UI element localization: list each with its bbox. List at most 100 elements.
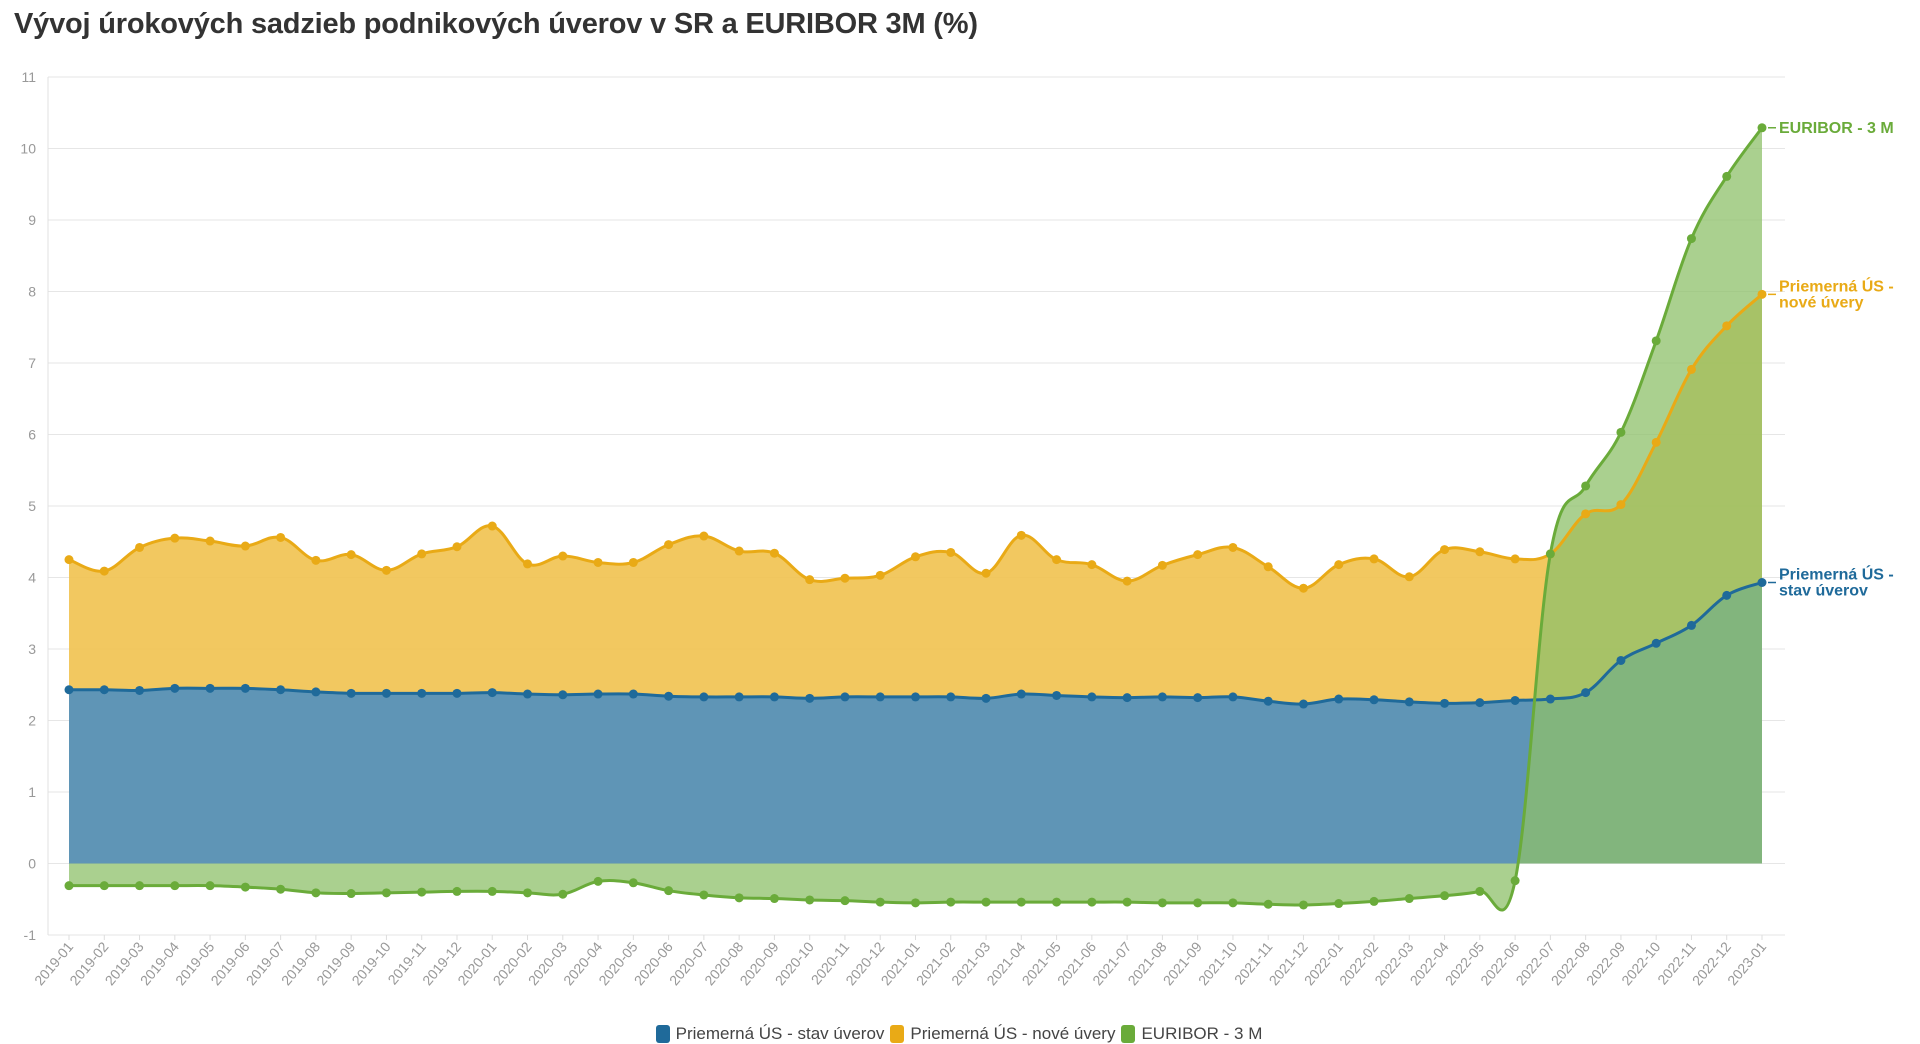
point-euribor[interactable] [1369, 896, 1379, 906]
point-euribor[interactable] [558, 889, 568, 899]
point-stav-uverov[interactable] [1722, 590, 1732, 600]
point-nove-uvery[interactable] [981, 568, 991, 578]
point-stav-uverov[interactable] [875, 692, 885, 702]
point-stav-uverov[interactable] [452, 688, 462, 698]
point-stav-uverov[interactable] [417, 688, 427, 698]
point-stav-uverov[interactable] [1122, 693, 1132, 703]
point-stav-uverov[interactable] [1369, 695, 1379, 705]
point-stav-uverov[interactable] [805, 693, 815, 703]
point-euribor[interactable] [346, 889, 356, 899]
legend-item-nove-uvery[interactable]: Priemerná ÚS - nové úvery [890, 1024, 1115, 1044]
point-nove-uvery[interactable] [417, 549, 427, 559]
point-stav-uverov[interactable] [734, 692, 744, 702]
point-nove-uvery[interactable] [1122, 576, 1132, 586]
point-stav-uverov[interactable] [769, 692, 779, 702]
point-nove-uvery[interactable] [99, 566, 109, 576]
point-euribor[interactable] [875, 897, 885, 907]
point-stav-uverov[interactable] [558, 690, 568, 700]
point-nove-uvery[interactable] [487, 521, 497, 531]
point-stav-uverov[interactable] [487, 688, 497, 698]
point-nove-uvery[interactable] [170, 533, 180, 543]
point-euribor[interactable] [487, 886, 497, 896]
point-stav-uverov[interactable] [1404, 697, 1414, 707]
point-euribor[interactable] [381, 888, 391, 898]
point-euribor[interactable] [1157, 898, 1167, 908]
point-nove-uvery[interactable] [1404, 572, 1414, 582]
point-stav-uverov[interactable] [381, 688, 391, 698]
point-euribor[interactable] [1263, 899, 1273, 909]
point-euribor[interactable] [628, 878, 638, 888]
point-euribor[interactable] [1651, 336, 1661, 346]
point-nove-uvery[interactable] [1757, 289, 1767, 299]
point-euribor[interactable] [1686, 234, 1696, 244]
point-nove-uvery[interactable] [875, 570, 885, 580]
point-euribor[interactable] [205, 881, 215, 891]
point-stav-uverov[interactable] [664, 691, 674, 701]
point-nove-uvery[interactable] [734, 546, 744, 556]
point-stav-uverov[interactable] [240, 683, 250, 693]
point-stav-uverov[interactable] [1510, 695, 1520, 705]
point-nove-uvery[interactable] [311, 555, 321, 565]
point-stav-uverov[interactable] [1052, 690, 1062, 700]
point-nove-uvery[interactable] [699, 531, 709, 541]
point-nove-uvery[interactable] [1722, 321, 1732, 331]
point-nove-uvery[interactable] [1263, 562, 1273, 572]
point-euribor[interactable] [170, 881, 180, 891]
point-euribor[interactable] [1016, 897, 1026, 907]
point-nove-uvery[interactable] [1581, 509, 1591, 519]
point-nove-uvery[interactable] [1616, 500, 1626, 510]
point-euribor[interactable] [1087, 897, 1097, 907]
point-stav-uverov[interactable] [1440, 698, 1450, 708]
point-stav-uverov[interactable] [1757, 578, 1767, 588]
point-nove-uvery[interactable] [593, 557, 603, 567]
point-euribor[interactable] [911, 898, 920, 908]
point-nove-uvery[interactable] [1686, 364, 1696, 374]
point-stav-uverov[interactable] [1545, 694, 1555, 704]
point-nove-uvery[interactable] [276, 532, 286, 542]
legend-item-stav-uverov[interactable]: Priemerná ÚS - stav úverov [655, 1024, 884, 1044]
point-stav-uverov[interactable] [276, 685, 286, 695]
point-stav-uverov[interactable] [1298, 699, 1308, 709]
point-stav-uverov[interactable] [135, 685, 145, 695]
point-euribor[interactable] [452, 886, 462, 896]
point-nove-uvery[interactable] [1298, 583, 1308, 593]
point-nove-uvery[interactable] [558, 551, 568, 561]
point-stav-uverov[interactable] [1228, 692, 1238, 702]
point-euribor[interactable] [1298, 900, 1308, 910]
point-stav-uverov[interactable] [346, 688, 356, 698]
point-euribor[interactable] [1228, 898, 1238, 908]
point-euribor[interactable] [664, 886, 674, 896]
point-nove-uvery[interactable] [1369, 554, 1379, 564]
point-euribor[interactable] [1757, 123, 1767, 133]
point-euribor[interactable] [311, 888, 321, 898]
point-euribor[interactable] [64, 881, 74, 891]
point-euribor[interactable] [1404, 894, 1414, 904]
point-stav-uverov[interactable] [840, 692, 850, 702]
point-euribor[interactable] [1193, 898, 1203, 908]
point-stav-uverov[interactable] [64, 685, 74, 695]
point-stav-uverov[interactable] [1087, 692, 1097, 702]
point-nove-uvery[interactable] [452, 542, 462, 552]
point-stav-uverov[interactable] [628, 689, 638, 699]
point-euribor[interactable] [699, 890, 709, 900]
point-nove-uvery[interactable] [64, 555, 74, 565]
point-euribor[interactable] [1545, 549, 1555, 559]
point-nove-uvery[interactable] [381, 565, 391, 575]
point-euribor[interactable] [1440, 891, 1450, 901]
point-nove-uvery[interactable] [240, 541, 250, 551]
point-euribor[interactable] [276, 884, 286, 894]
point-stav-uverov[interactable] [981, 693, 991, 703]
point-euribor[interactable] [1052, 897, 1062, 907]
point-nove-uvery[interactable] [664, 540, 674, 550]
point-nove-uvery[interactable] [205, 536, 215, 546]
point-nove-uvery[interactable] [1052, 555, 1062, 565]
point-euribor[interactable] [946, 897, 956, 907]
point-euribor[interactable] [1334, 899, 1344, 909]
point-stav-uverov[interactable] [911, 692, 920, 702]
point-nove-uvery[interactable] [1016, 530, 1026, 540]
point-stav-uverov[interactable] [1651, 638, 1661, 648]
point-stav-uverov[interactable] [1193, 693, 1203, 703]
point-nove-uvery[interactable] [135, 542, 145, 552]
point-stav-uverov[interactable] [170, 683, 180, 693]
point-nove-uvery[interactable] [1228, 542, 1238, 552]
